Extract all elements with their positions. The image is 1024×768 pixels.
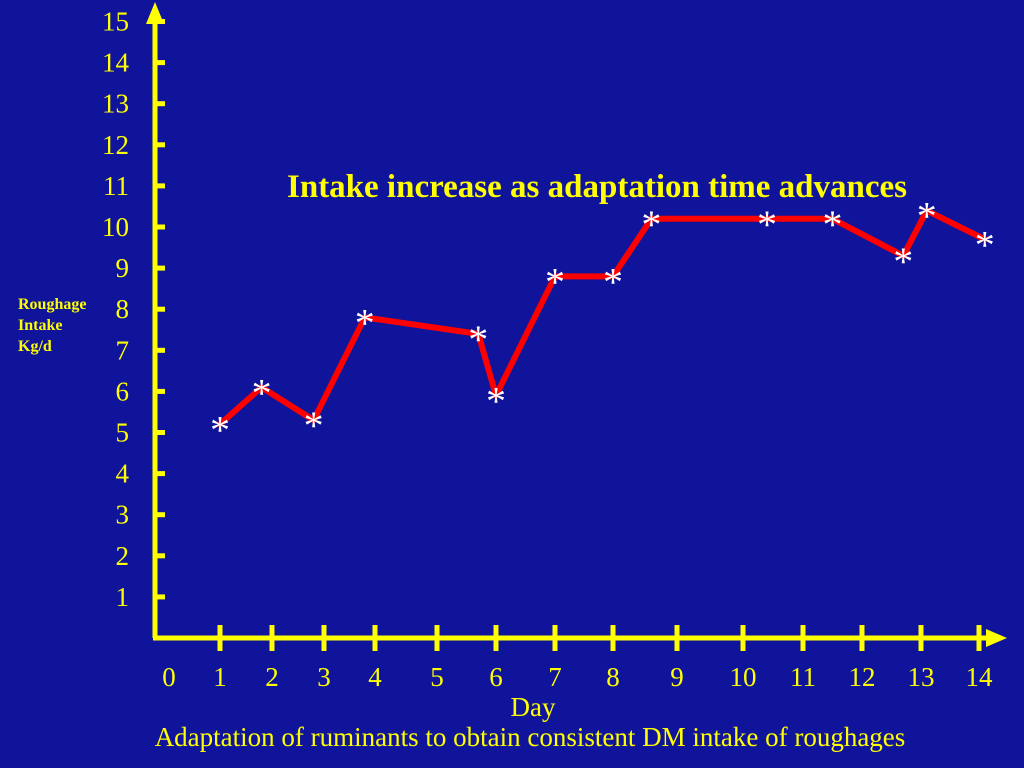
y-tick-label: 1	[116, 582, 130, 612]
data-point-marker: *	[545, 259, 565, 304]
data-point-marker: *	[757, 202, 777, 247]
x-tick-label: 2	[265, 662, 279, 692]
y-tick-label: 8	[116, 294, 130, 324]
x-axis-label: Day	[511, 692, 556, 722]
data-point-marker: *	[252, 370, 272, 415]
x-tick-label: 14	[966, 662, 994, 692]
x-tick-label: 1	[213, 662, 227, 692]
data-point-marker: *	[468, 317, 488, 362]
data-point-marker: *	[917, 194, 937, 239]
series-line	[217, 207, 988, 428]
chart-subtitle: Adaptation of ruminants to obtain consis…	[154, 722, 906, 752]
y-tick-label: 11	[103, 171, 129, 201]
y-tick-label: 13	[102, 89, 129, 119]
x-tick-label: 10	[730, 662, 757, 692]
y-tick-label: 15	[102, 7, 129, 37]
data-point-marker: *	[304, 403, 324, 448]
x-tick-label: 11	[790, 662, 816, 692]
x-tick-label: 7	[548, 662, 562, 692]
data-point-marker: *	[210, 407, 230, 452]
data-point-marker: *	[355, 300, 375, 345]
axes	[146, 2, 1007, 647]
x-tick-label: 3	[317, 662, 331, 692]
data-point-marker: *	[975, 222, 995, 267]
series-group: **** *** ** * ****	[210, 194, 995, 453]
y-tick-label: 10	[102, 212, 129, 242]
data-point-marker: *	[823, 202, 843, 247]
y-axis-label-line-1: Roughage	[18, 296, 87, 313]
y-tick-label: 3	[116, 500, 130, 530]
y-tick-label: 14	[102, 48, 130, 78]
data-point-marker: *	[486, 379, 506, 424]
data-point-marker: *	[603, 259, 623, 304]
y-axis-label-line-2: Intake	[18, 317, 63, 334]
x-ticks: 0 1 2 3 4 5 6 7 8 9 10 11 12 13 14	[162, 625, 993, 692]
y-tick-label: 7	[116, 335, 130, 365]
x-tick-label: 8	[606, 662, 620, 692]
x-tick-label: 0	[162, 662, 176, 692]
x-tick-label: 9	[670, 662, 684, 692]
x-tick-label: 4	[368, 662, 382, 692]
x-tick-label: 5	[430, 662, 444, 692]
y-tick-label: 4	[116, 459, 130, 489]
data-point-marker: *	[893, 239, 913, 284]
y-tick-label: 5	[116, 418, 130, 448]
x-tick-label: 13	[908, 662, 935, 692]
y-axis-label-line-3: Kg/d	[18, 338, 52, 355]
y-tick-label: 12	[102, 130, 129, 160]
y-tick-label: 6	[116, 376, 130, 406]
y-tick-label: 2	[116, 541, 130, 571]
x-tick-label: 12	[849, 662, 876, 692]
x-axis-arrowhead	[986, 629, 1007, 647]
y-tick-label: 9	[116, 253, 130, 283]
y-axis-label: Roughage Intake Kg/d	[18, 294, 86, 357]
chart-title: Intake increase as adaptation time advan…	[287, 169, 907, 205]
data-point-marker: *	[641, 202, 661, 247]
y-axis-arrowhead	[146, 2, 164, 24]
x-tick-label: 6	[489, 662, 503, 692]
